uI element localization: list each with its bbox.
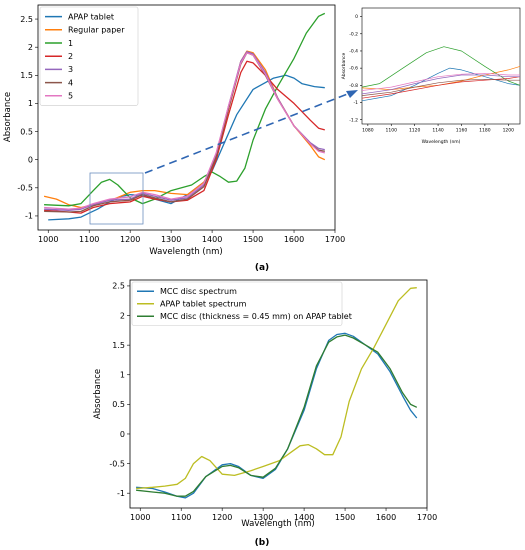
x-tick-label: 1160	[456, 128, 468, 134]
y-tick-label: 1	[120, 371, 125, 380]
legend-entry: 2	[68, 52, 73, 61]
zoom-arrow	[144, 92, 351, 174]
series-line	[44, 12, 326, 207]
x-tick-label: 1200	[212, 513, 232, 522]
series-line	[361, 66, 521, 90]
inset-ylabel: Absorbance	[341, 52, 347, 79]
legend-frame	[131, 281, 343, 326]
x-tick-label: 1200	[120, 235, 140, 244]
panel-b-chart: 1000 1100 1200 1300 1400 1500 1600 1700 -1 -0.5 0 0…	[93, 279, 437, 548]
legend-entry: 3	[68, 65, 73, 74]
x-tick-label: 1700	[417, 513, 437, 522]
panel-a-xlabel: Wavelength (nm)	[149, 247, 222, 257]
x-tick-label: 1000	[38, 235, 58, 244]
y-tick-label: -1	[117, 489, 125, 498]
panel-a-inset-chart: 1080 1100 1120 1140 1160 1180 1200 -1.2 -1 -0.8 -0…	[341, 7, 521, 145]
y-tick-label: 0	[28, 155, 33, 164]
zoom-region-box	[89, 172, 144, 225]
series-line	[361, 72, 520, 91]
x-tick-label: 1300	[161, 235, 181, 244]
x-tick-label: 1300	[253, 513, 273, 522]
y-tick-label: -0.6	[349, 66, 358, 72]
panel-b-plot-frame	[129, 279, 428, 509]
x-tick-label: 1700	[325, 235, 345, 244]
legend-entry: 4	[68, 78, 73, 87]
panel-a-ylabel: Absorbance	[3, 92, 13, 142]
series-line	[361, 46, 521, 88]
y-tick-label: 0	[355, 14, 358, 20]
y-tick-label: 1.5	[112, 341, 125, 350]
y-tick-label: -1.2	[349, 117, 358, 123]
y-tick-label: 1.5	[20, 71, 33, 80]
series-line	[361, 74, 520, 95]
x-tick-label: 1600	[284, 235, 304, 244]
series-line	[361, 76, 521, 99]
series-line	[136, 334, 418, 497]
x-tick-label: 1140	[432, 128, 444, 134]
y-tick-label: 2.5	[20, 15, 33, 24]
panel-b-label: (b)	[255, 538, 270, 548]
y-tick-label: -0.2	[349, 31, 358, 37]
series-line	[44, 60, 325, 214]
series-line	[361, 78, 520, 96]
panel-a-plot-frame	[37, 4, 336, 231]
x-tick-label: 1400	[294, 513, 314, 522]
legend-entry: MCC disc spectrum	[160, 287, 237, 296]
legend-entry: Regular paper	[68, 26, 125, 35]
panel-a-legend: APAP tablet Regular paper 1 2 3 4 5	[39, 6, 139, 106]
legend-entry: APAP tablet spectrum	[160, 300, 247, 309]
x-tick-label: 1100	[386, 128, 398, 134]
zoom-arrowhead	[346, 90, 358, 98]
x-tick-label: 1180	[479, 128, 491, 134]
y-tick-label: 0.5	[112, 400, 125, 409]
x-tick-label: 1500	[243, 235, 263, 244]
y-tick-label: 0	[120, 430, 125, 439]
x-tick-label: 1500	[335, 513, 355, 522]
y-tick-label: 2.5	[112, 282, 125, 291]
panel-b-ylabel: Absorbance	[93, 369, 103, 419]
panel-b-xlabel: Wavelength (nm)	[241, 519, 314, 529]
x-tick-label: 1200	[503, 128, 515, 134]
legend-entry: 5	[68, 92, 73, 101]
y-tick-label: 1	[28, 99, 33, 108]
x-tick-label: 1120	[409, 128, 421, 134]
y-tick-label: -1	[354, 100, 359, 106]
inset-plot-frame	[361, 7, 521, 125]
y-tick-label: -0.4	[349, 49, 358, 55]
y-tick-label: -0.5	[109, 459, 125, 468]
x-tick-label: 1400	[202, 235, 222, 244]
y-tick-label: -0.5	[17, 184, 33, 193]
y-tick-label: -1	[25, 212, 33, 221]
legend-entry: 1	[68, 39, 73, 48]
legend-frame	[39, 6, 139, 106]
legend-entry: APAP tablet	[68, 12, 114, 21]
x-tick-label: 1600	[376, 513, 396, 522]
y-tick-label: 2	[28, 43, 33, 52]
series-line	[136, 332, 418, 499]
series-line	[136, 287, 417, 490]
panel-a-label: (a)	[255, 263, 269, 273]
y-tick-label: 2	[120, 311, 125, 320]
panel-a-chart: 1000 1100 1200 1300 1400 1500 1600 1700 -1 -0.5 0 0…	[3, 4, 358, 273]
panel-b-legend: MCC disc spectrum APAP tablet spectrum MCC…	[131, 281, 352, 326]
x-tick-label: 1080	[362, 128, 374, 134]
y-tick-label: 0.5	[20, 127, 33, 136]
x-tick-label: 1000	[130, 513, 150, 522]
inset-xlabel: Wavelength (nm)	[422, 139, 461, 145]
x-tick-label: 1100	[171, 513, 191, 522]
series-line	[44, 52, 325, 210]
legend-entry: MCC disc (thickness = 0.45 mm) on APAP t…	[160, 312, 352, 321]
x-tick-label: 1100	[79, 235, 99, 244]
y-tick-label: -0.8	[349, 83, 358, 89]
